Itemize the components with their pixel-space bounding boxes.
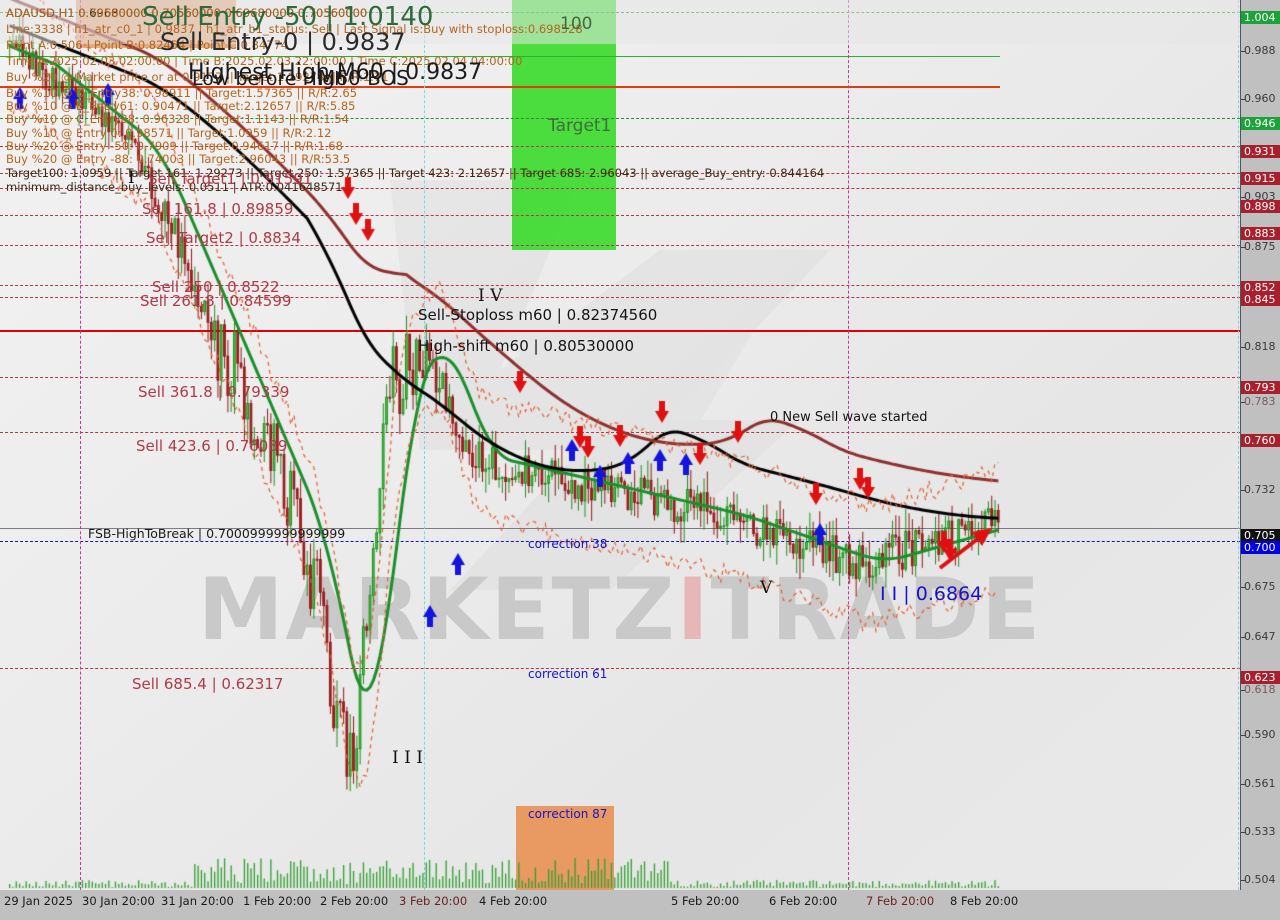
price-tick-6: 0.903 xyxy=(1244,190,1276,203)
price-tickmark-20 xyxy=(1241,637,1245,638)
label-100: 100 xyxy=(560,14,593,34)
price-series-canvas xyxy=(0,0,1240,890)
time-tick-9: 7 Feb 20:00 xyxy=(866,894,935,908)
price-scale[interactable]: 1.004 0.988 0.960 0.946 0.931 0.915 0.903 0.898… xyxy=(1240,0,1280,890)
price-tick-26: 0.504 xyxy=(1244,873,1276,886)
price-tickmark-1 xyxy=(1241,51,1245,52)
price-tick-19: 0.675 xyxy=(1244,580,1276,593)
time-tick-8: 6 Feb 20:00 xyxy=(769,894,838,908)
price-tick-2: 0.960 xyxy=(1244,92,1276,105)
time-tick-2: 31 Jan 20:00 xyxy=(161,894,234,908)
time-tick-4: 2 Feb 20:00 xyxy=(320,894,389,908)
price-tick-16: 0.732 xyxy=(1244,483,1276,496)
sell-level-label-1: Sell 161.8 | 0.89859 xyxy=(142,200,294,218)
price-tick-17: 0.705 xyxy=(1241,529,1280,542)
price-tick-18: 0.700 xyxy=(1241,541,1280,554)
price-tick-13: 0.793 xyxy=(1241,381,1280,394)
price-tickmark-26 xyxy=(1241,880,1245,881)
chart-info-line-4: Time A:2025.02.03 02:00:00 | Time B:2025… xyxy=(6,54,523,68)
label-correction-87: correction 87 xyxy=(528,807,608,821)
price-tick-0: 1.004 xyxy=(1241,11,1280,24)
chart-info-line-2: Line:3338 | h1_atr_c0_1 | 0.9837 | h1_at… xyxy=(6,22,583,36)
price-tick-11: 0.845 xyxy=(1241,293,1280,306)
chart-info-line-13: minimum_distance_buy_levels: 0.0511 | AT… xyxy=(6,180,343,194)
price-tick-14: 0.783 xyxy=(1244,395,1276,408)
price-tickmark-12 xyxy=(1241,347,1245,348)
label-sell-stoploss: Sell-Stoploss m60 | 0.82374560 xyxy=(418,306,658,324)
sell-level-label-2: Sell Target2 | 0.8834 xyxy=(146,229,301,247)
price-tickmark-22 xyxy=(1241,690,1245,691)
price-tick-20: 0.647 xyxy=(1244,630,1276,643)
label-correction-61: correction 61 xyxy=(528,667,608,681)
wave-label-ii-price: I I | 0.6864 xyxy=(880,583,983,605)
label-correction-38: correction 38 xyxy=(528,537,608,551)
time-tick-7: 5 Feb 20:00 xyxy=(671,894,740,908)
price-tickmark-2 xyxy=(1241,99,1245,100)
time-tick-5: 3 Feb 20:00 xyxy=(399,894,468,908)
chart-info-line-3: Point A:0.506 | Point B:0.82454 | Point … xyxy=(6,38,289,52)
time-tick-3: 1 Feb 20:00 xyxy=(243,894,312,908)
chart-plot-area[interactable]: MARKETZITRADE ADAUSD,H1 0.6968 xyxy=(0,0,1241,891)
price-tick-5: 0.915 xyxy=(1241,172,1280,185)
price-tickmark-6 xyxy=(1241,197,1245,198)
price-tickmark-16 xyxy=(1241,490,1245,491)
price-tickmark-9 xyxy=(1241,247,1245,248)
price-tick-8: 0.883 xyxy=(1241,227,1280,240)
label-sell-entry-50: Sell Entry -50 | 1.0140 xyxy=(142,2,434,32)
price-tick-12: 0.818 xyxy=(1244,340,1276,353)
time-tick-1: 30 Jan 20:00 xyxy=(82,894,155,908)
price-tick-23: 0.590 xyxy=(1244,728,1276,741)
label-m60-bos: M60 BOS xyxy=(318,66,409,90)
chart-info-line-0: ADAUSD,H1 0.69680000 0.70560000 0.696800… xyxy=(6,6,368,20)
price-tick-15: 0.760 xyxy=(1241,434,1280,447)
price-tickmark-25 xyxy=(1241,832,1245,833)
time-scale[interactable]: 29 Jan 2025 30 Jan 20:00 31 Jan 20:00 1 Feb… xyxy=(0,890,1280,920)
label-target1: Target1 xyxy=(548,116,612,136)
chart-info-line-6: Buy %10 @ D_Entry38: 0.98911 || Target:1… xyxy=(6,86,358,100)
chart-info-line-5: Buy %20 @ Market price or at 0.9177 || T… xyxy=(6,70,389,84)
wave-label-iv: I V xyxy=(478,286,503,306)
price-tick-7: 0.898 xyxy=(1241,200,1280,213)
label-fsb-high-to-break: FSB-HighToBreak | 0.7000999999999999 xyxy=(88,526,346,541)
price-tickmark-23 xyxy=(1241,735,1245,736)
sell-level-label-7: Sell 685.4 | 0.62317 xyxy=(132,675,284,693)
price-tick-3: 0.946 xyxy=(1241,117,1280,130)
chart-info-line-10: Buy %20 @ Entry -50: 0.7909 || Target:0.… xyxy=(6,139,343,153)
sell-level-label-0: Sell Target1 | 0.91591 xyxy=(148,170,313,188)
price-tick-25: 0.533 xyxy=(1244,825,1276,838)
wave-label-iii: I I I xyxy=(392,748,423,768)
price-tick-22: 0.618 xyxy=(1244,683,1276,696)
wave-label-v: V xyxy=(760,578,773,598)
chart-info-line-9: Buy %10 @ Entry 0: 0.98571 || Target:1.0… xyxy=(6,126,332,140)
price-tick-1: 0.988 xyxy=(1244,44,1276,57)
price-tickmark-24 xyxy=(1241,784,1245,785)
sell-level-label-4: Sell 261.8 | 0.84599 xyxy=(140,292,292,310)
price-tick-24: 0.561 xyxy=(1244,777,1276,790)
time-tick-6: 4 Feb 20:00 xyxy=(479,894,548,908)
label-low-before-high: Low before High xyxy=(192,68,347,90)
sell-level-label-5: Sell 361.8 | 0.79339 xyxy=(138,383,290,401)
label-sell-entry-0: Sell Entry-0 | 0.9837 xyxy=(160,28,406,56)
sell-level-label-3: Sell 250 | 0.8522 xyxy=(152,278,280,296)
chart-info-line-8: Buy %10 @ C_Entry38: 0.96328 || Target:1… xyxy=(6,112,349,126)
price-tick-9: 0.875 xyxy=(1244,240,1276,253)
price-tickmark-14 xyxy=(1241,402,1245,403)
price-tick-10: 0.852 xyxy=(1241,281,1280,294)
time-tick-10: 8 Feb 20:00 xyxy=(950,894,1019,908)
time-tick-0: 29 Jan 2025 xyxy=(4,894,73,908)
header-backdrop xyxy=(0,0,1240,44)
label-high-shift: High-shift m60 | 0.80530000 xyxy=(418,337,634,355)
chart-info-line-7: Buy %10 @ E_Entry61: 0.90471 || Target:2… xyxy=(6,99,356,113)
chart-info-line-12: Target100: 1.0959 || Target 161: 1.29273… xyxy=(6,166,825,180)
price-tick-21: 0.623 xyxy=(1241,671,1280,684)
price-tickmark-19 xyxy=(1241,587,1245,588)
chart-info-line-1: ADAUSD,H1 0.70560000 0.70560000 0.696800… xyxy=(6,6,368,20)
sell-level-label-6: Sell 423.6 | 0.76089 xyxy=(136,437,288,455)
chart-info-line-11: Buy %20 @ Entry -88: 0.74003 || Target:2… xyxy=(6,152,351,166)
price-tick-4: 0.931 xyxy=(1241,145,1280,158)
label-new-sell-wave: 0 New Sell wave started xyxy=(770,410,928,425)
wave-label-i: I xyxy=(128,168,135,188)
label-highest-high: Highest High M60 | 0.9837 xyxy=(188,60,483,85)
